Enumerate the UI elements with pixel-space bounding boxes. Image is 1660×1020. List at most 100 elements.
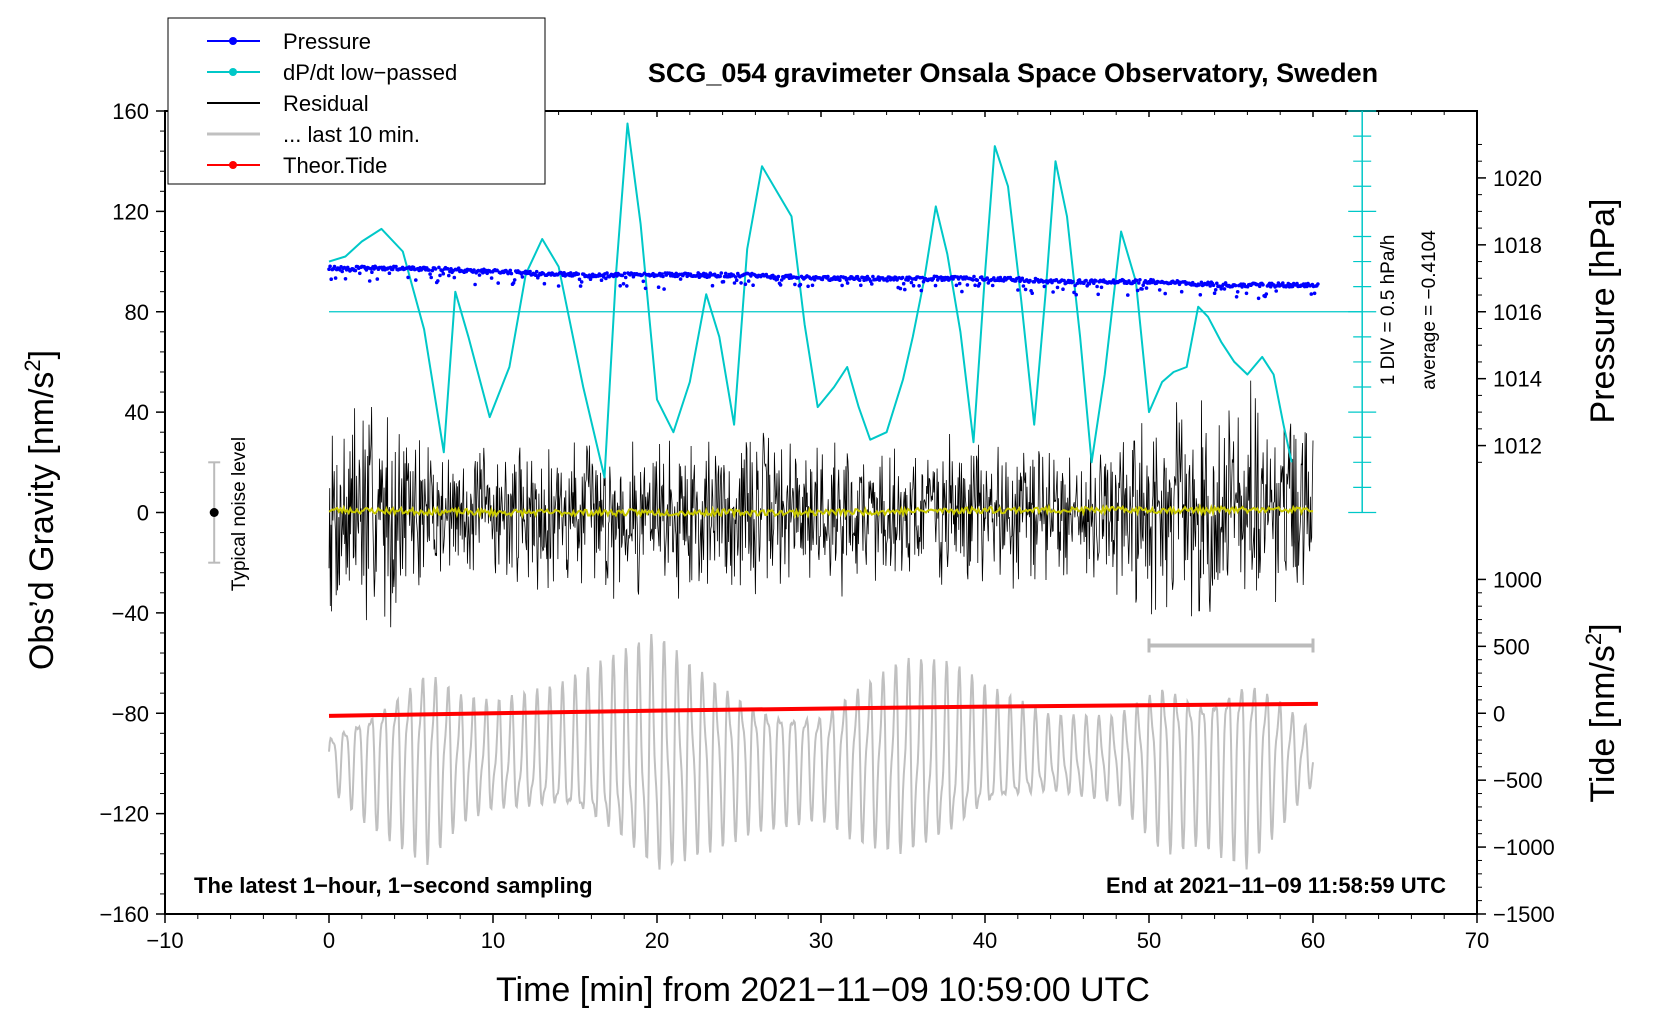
pressure-point <box>542 281 547 286</box>
tide-tick-label: 0 <box>1493 701 1505 726</box>
y-tick-label: −160 <box>99 902 149 927</box>
pressure-point <box>332 264 337 269</box>
x-tick-label: 70 <box>1465 928 1489 953</box>
pressure-point <box>622 271 627 276</box>
series-layer <box>327 122 1363 870</box>
y-axis-right-tide-title-exponent: 2 <box>1581 633 1606 645</box>
pressure-point <box>957 281 962 286</box>
sampling-note: The latest 1−hour, 1−second sampling <box>194 873 593 898</box>
pressure-point <box>1234 295 1239 299</box>
pressure-point <box>1016 288 1020 292</box>
pressure-point <box>579 280 584 284</box>
pressure-point <box>810 283 815 288</box>
pressure-point <box>1235 290 1240 294</box>
pressure-point <box>1099 285 1104 290</box>
pressure-point <box>838 278 842 283</box>
legend-label: dP/dt low−passed <box>283 60 457 85</box>
pressure-point <box>477 273 482 277</box>
pressure-point <box>1075 281 1080 286</box>
pressure-point <box>1256 296 1261 301</box>
pressure-point <box>599 278 604 283</box>
noise-bar-center <box>209 508 219 517</box>
pressure-point <box>427 268 431 272</box>
pressure-point <box>909 280 914 285</box>
pressure-point <box>1213 288 1218 292</box>
pressure-point <box>1096 292 1100 297</box>
pressure-point <box>1211 283 1216 288</box>
y-axis-left-title-base: Obs’d Gravity [nm/s <box>23 372 61 671</box>
pressure-point <box>710 283 715 288</box>
pressure-point <box>1138 278 1142 282</box>
pressure-point <box>1021 284 1026 288</box>
pressure-point <box>528 269 532 274</box>
y-axis-left-title: Obs’d Gravity [nm/s2] <box>20 350 61 670</box>
pressure-point <box>437 265 441 270</box>
y-tick-label: −120 <box>99 802 149 827</box>
pressure-point <box>1244 291 1249 296</box>
pressure-point <box>868 279 873 284</box>
y-tick-label: 40 <box>125 400 149 425</box>
pressure-point <box>1055 285 1060 290</box>
pressure-tick-label: 1018 <box>1493 233 1542 258</box>
pressure-point <box>1077 278 1082 282</box>
y-axis-right-pressure-title: Pressure [hPa] <box>1584 199 1622 424</box>
tide-tick-label: −1500 <box>1493 902 1555 927</box>
pressure-point <box>512 278 517 282</box>
pressure-point <box>375 277 380 281</box>
pressure-point <box>732 281 737 285</box>
pressure-point <box>1074 292 1078 297</box>
x-tick-label: 50 <box>1137 928 1161 953</box>
pressure-point <box>353 268 358 273</box>
pressure-point <box>433 267 438 271</box>
tide-tick-label: −1000 <box>1493 835 1555 860</box>
pressure-point <box>340 269 345 274</box>
pressure-point <box>1215 281 1219 286</box>
pressure-point <box>919 288 924 293</box>
pressure-point <box>1261 283 1265 287</box>
pressure-point <box>623 275 628 280</box>
pressure-point <box>329 277 334 282</box>
pressure-point <box>441 271 446 276</box>
pressure-point <box>1264 292 1269 296</box>
pressure-point <box>1020 276 1025 281</box>
tide-tick-label: 500 <box>1493 634 1530 659</box>
pressure-point <box>954 283 959 288</box>
pressure-point <box>796 276 800 280</box>
pressure-point <box>1157 288 1162 292</box>
pressure-point <box>1197 283 1201 287</box>
pressure-point <box>1199 280 1204 285</box>
pressure-point <box>775 277 780 282</box>
series-theor-tide <box>328 701 1318 718</box>
pressure-point <box>1028 278 1032 283</box>
pressure-point <box>921 279 926 284</box>
series-dpdt <box>328 122 1293 479</box>
pressure-point <box>1295 281 1299 286</box>
pressure-point <box>901 281 906 286</box>
noise-level-label: Typical noise level <box>229 437 250 591</box>
chart-title: SCG_054 gravimeter Onsala Space Observat… <box>648 58 1378 88</box>
pressure-point <box>857 278 862 283</box>
pressure-point <box>509 271 514 276</box>
pressure-point <box>1274 289 1278 293</box>
pressure-point <box>661 274 665 279</box>
pressure-point <box>656 285 661 290</box>
y-axis-right-tide-title-close: ] <box>1584 623 1622 632</box>
pressure-point <box>568 271 573 275</box>
legend-label: Pressure <box>283 29 371 54</box>
pressure-point <box>662 287 666 291</box>
pressure-point <box>438 273 442 278</box>
y-tick-label: 0 <box>137 501 149 526</box>
y-tick-label: 120 <box>112 199 149 224</box>
pressure-point <box>406 275 410 280</box>
pressure-point <box>445 267 450 271</box>
pressure-point <box>840 283 844 288</box>
pressure-point <box>1179 289 1184 294</box>
pressure-point <box>358 271 362 276</box>
pressure-point <box>776 274 781 279</box>
x-tick-label: 30 <box>809 928 833 953</box>
pressure-point <box>604 276 608 281</box>
series-pressure <box>327 264 1320 301</box>
pressure-point <box>972 274 976 279</box>
pressure-point <box>723 271 728 276</box>
